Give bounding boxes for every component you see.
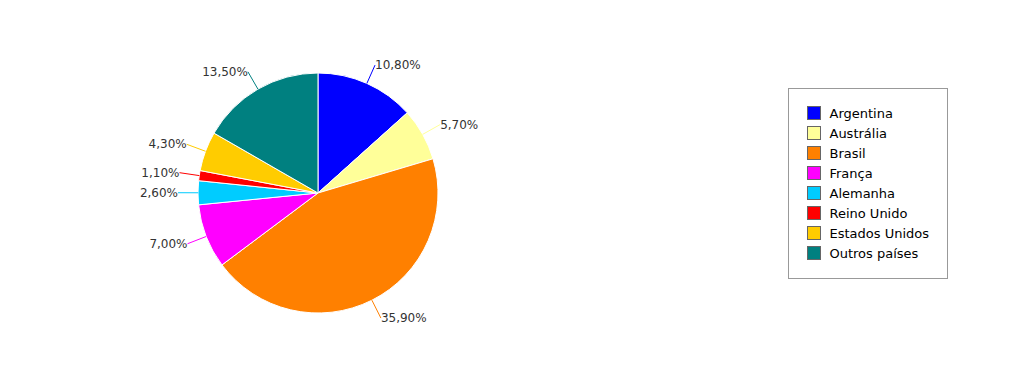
html-text:Reino Unido: Reino Unido <box>829 205 908 221</box>
svg-text:5,70%: 5,70% <box>440 118 478 132</box>
svg-text:7,00%: 7,00% <box>149 237 187 251</box>
html-text:Argentina: Argentina <box>829 105 893 121</box>
svg-text:35,90%: 35,90% <box>381 311 427 325</box>
html-text:França: França <box>829 165 873 181</box>
html-text:Estados Unidos: Estados Unidos <box>829 225 929 241</box>
svg-text:4,30%: 4,30% <box>149 137 187 151</box>
svg-text:10,80%: 10,80% <box>375 58 421 72</box>
html-text:Outros países: Outros países <box>829 245 919 261</box>
html-text:Brasil: Brasil <box>829 145 866 161</box>
svg-text:2,60%: 2,60% <box>140 186 178 200</box>
html-text:Alemanha: Alemanha <box>829 185 896 201</box>
svg-text:13,50%: 13,50% <box>202 65 248 79</box>
svg-text:1,10%: 1,10% <box>141 166 179 180</box>
html-text:Austrália: Austrália <box>829 125 887 141</box>
